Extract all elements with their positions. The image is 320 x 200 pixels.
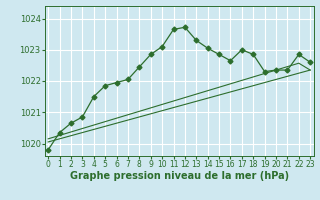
X-axis label: Graphe pression niveau de la mer (hPa): Graphe pression niveau de la mer (hPa) <box>70 171 289 181</box>
